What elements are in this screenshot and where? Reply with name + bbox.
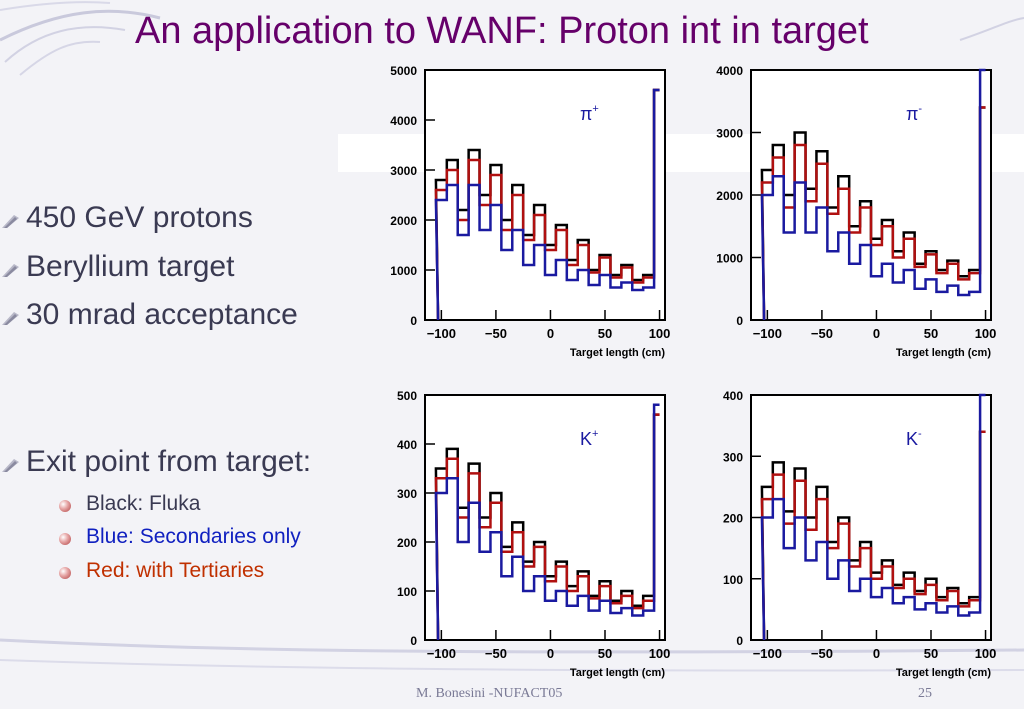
y-tick-label: 5000 xyxy=(390,64,417,78)
y-tick-label: 3000 xyxy=(716,127,743,141)
y-tick-label: 200 xyxy=(397,536,417,550)
x-tick-label: 0 xyxy=(873,326,880,341)
x-axis-label: Target length (cm) xyxy=(570,667,665,679)
x-tick-label: −50 xyxy=(485,326,507,341)
x-tick-label: 100 xyxy=(975,646,997,661)
y-tick-label: 300 xyxy=(723,450,743,464)
y-tick-label: 400 xyxy=(723,389,743,403)
x-tick-label: 0 xyxy=(873,646,880,661)
plot-frame xyxy=(424,69,666,321)
y-tick-label: 0 xyxy=(736,314,743,328)
series-secondaries-line xyxy=(760,393,986,641)
x-tick-label: 50 xyxy=(598,646,612,661)
bullet-text: 450 GeV protons xyxy=(26,201,253,234)
y-tick-label: 0 xyxy=(410,314,417,328)
bullet-marker-icon xyxy=(2,264,19,277)
series-secondaries-line xyxy=(760,68,986,321)
x-tick-label: 0 xyxy=(547,326,554,341)
slide-title: An application to WANF: Proton int in ta… xyxy=(135,10,869,52)
sub-bullet-text: Black: Fluka xyxy=(86,492,201,515)
series-secondaries-line xyxy=(434,88,660,321)
bullet-text: 30 mrad acceptance xyxy=(26,298,298,331)
chart-k-minus: 0 100 200 300 400 −100 −50 0 50 100 Target length … xyxy=(723,389,997,679)
x-tick-label: 0 xyxy=(547,646,554,661)
particle-label: π+ xyxy=(580,103,599,124)
x-tick-label: 100 xyxy=(649,326,671,341)
bullet-dot-icon xyxy=(59,500,71,512)
x-tick-label: −100 xyxy=(427,646,456,661)
y-tick-label: 0 xyxy=(736,634,743,648)
x-tick-label: −50 xyxy=(811,646,833,661)
x-tick-label: −50 xyxy=(811,326,833,341)
series-secondaries-line xyxy=(434,403,660,641)
y-tick-label: 500 xyxy=(397,389,417,403)
bullet-item: Exit point from target: xyxy=(2,445,312,479)
y-tick-label: 1000 xyxy=(716,252,743,266)
sub-bullet-item: Black: Fluka xyxy=(59,492,201,516)
bullet-text: Beryllium target xyxy=(26,250,235,283)
plot-frame xyxy=(750,394,992,641)
x-axis-label: Target length (cm) xyxy=(570,347,665,359)
footer-author: M. Bonesini -NUFACT05 xyxy=(416,686,563,701)
bullet-dot-icon xyxy=(59,567,71,579)
y-tick-label: 300 xyxy=(397,487,417,501)
x-tick-label: −100 xyxy=(753,326,782,341)
y-tick-label: 100 xyxy=(397,585,417,599)
x-axis-label: Target length (cm) xyxy=(896,667,991,679)
bullet-dot-icon xyxy=(59,533,71,545)
bullet-item: 450 GeV protons xyxy=(2,201,253,235)
y-tick-label: 2000 xyxy=(390,214,417,228)
y-tick-label: 400 xyxy=(397,438,417,452)
x-tick-label: 50 xyxy=(598,326,612,341)
y-tick-label: 100 xyxy=(723,573,743,587)
bullet-item: Beryllium target xyxy=(2,250,235,284)
y-tick-label: 200 xyxy=(723,512,743,526)
x-tick-label: 100 xyxy=(975,326,997,341)
chart-pi-minus: 0 1000 2000 3000 4000 −100 −50 0 50 100 Target len… xyxy=(716,64,997,359)
y-tick-label: 3000 xyxy=(390,164,417,178)
x-tick-label: −100 xyxy=(427,326,456,341)
sub-bullet-text: Blue: Secondaries only xyxy=(86,525,301,548)
y-tick-label: 4000 xyxy=(716,64,743,78)
chart-pi-plus: 0 1000 2000 3000 4000 5000 −100 −50 0 50 100 Target… xyxy=(390,64,671,359)
particle-label: K+ xyxy=(580,428,598,449)
y-tick-label: 0 xyxy=(410,634,417,648)
footer-page-number: 25 xyxy=(918,686,932,701)
chart-k-plus: 0 100 200 300 400 500 −100 −50 0 50 100 Target leng… xyxy=(397,389,671,679)
sub-bullet-item: Red: with Tertiaries xyxy=(59,559,265,583)
x-tick-label: 50 xyxy=(924,326,938,341)
bullet-marker-icon xyxy=(2,459,19,472)
bullet-marker-icon xyxy=(2,215,19,228)
bullet-text: Exit point from target: xyxy=(26,445,312,478)
bullet-item: 30 mrad acceptance xyxy=(2,298,298,332)
particle-label: π- xyxy=(906,103,922,124)
x-tick-label: 100 xyxy=(649,646,671,661)
y-tick-label: 4000 xyxy=(390,114,417,128)
sub-bullet-text: Red: with Tertiaries xyxy=(86,559,265,582)
particle-label: K- xyxy=(906,428,922,449)
bullet-marker-icon xyxy=(2,312,19,325)
x-tick-label: −50 xyxy=(485,646,507,661)
x-tick-label: −100 xyxy=(753,646,782,661)
y-tick-label: 2000 xyxy=(716,189,743,203)
x-axis-label: Target length (cm) xyxy=(896,347,991,359)
x-tick-label: 50 xyxy=(924,646,938,661)
y-tick-label: 1000 xyxy=(390,264,417,278)
sub-bullet-item: Blue: Secondaries only xyxy=(59,525,301,549)
